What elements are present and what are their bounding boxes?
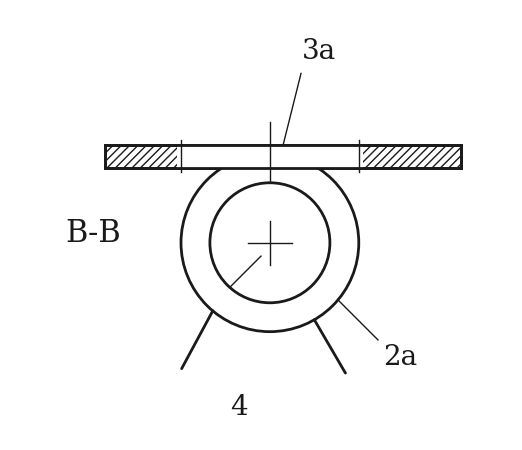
- Bar: [105, 144, 461, 168]
- Text: B-B: B-B: [65, 218, 121, 249]
- Circle shape: [210, 183, 330, 303]
- Circle shape: [181, 154, 359, 332]
- Text: 3a: 3a: [302, 38, 336, 65]
- Text: 4: 4: [230, 394, 247, 421]
- Text: 2a: 2a: [383, 344, 417, 371]
- Bar: [176, 144, 363, 168]
